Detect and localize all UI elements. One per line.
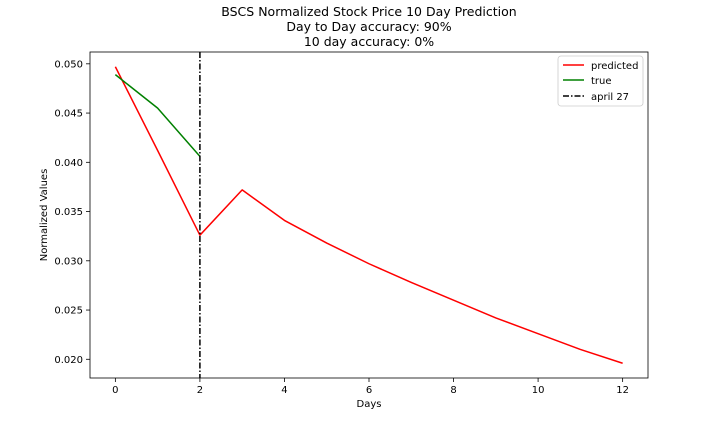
x-axis-label: Days (357, 399, 382, 410)
y-tick-label: 0.045 (54, 109, 83, 120)
plot-area (114, 52, 623, 378)
x-tick-label: 10 (532, 385, 545, 396)
y-axis-label: Normalized Values (39, 169, 50, 262)
x-tick-label: 0 (112, 385, 118, 396)
legend-label-april-27: april 27 (591, 92, 629, 103)
x-axis: 0 2 4 6 8 10 12 (112, 378, 629, 396)
y-tick-label: 0.025 (54, 306, 83, 317)
y-tick-label: 0.020 (54, 355, 83, 366)
x-tick-label: 2 (197, 385, 203, 396)
series-line-true (114, 74, 201, 157)
x-tick-label: 8 (450, 385, 456, 396)
legend-box (557, 55, 644, 107)
legend-label-true: true (591, 76, 612, 87)
y-tick-label: 0.050 (54, 59, 83, 70)
y-axis: 0.020 0.025 0.030 0.035 0.040 0.045 0.050 (54, 59, 90, 366)
x-tick-label: 6 (366, 385, 372, 396)
legend: predicted true april 27 (557, 55, 644, 107)
chart-title: BSCS Normalized Stock Price 10 Day Predi… (221, 4, 516, 19)
y-tick-label: 0.035 (54, 207, 83, 218)
y-tick-label: 0.040 (54, 158, 83, 169)
x-tick-label: 12 (616, 385, 629, 396)
chart-subtitle-line-1: Day to Day accuracy: 90% (286, 19, 451, 34)
series-line-predicted (114, 66, 623, 364)
y-tick-label: 0.030 (54, 256, 83, 267)
x-tick-label: 4 (281, 385, 287, 396)
chart-subtitle-line-2: 10 day accuracy: 0% (304, 34, 434, 49)
legend-label-predicted: predicted (591, 61, 638, 72)
